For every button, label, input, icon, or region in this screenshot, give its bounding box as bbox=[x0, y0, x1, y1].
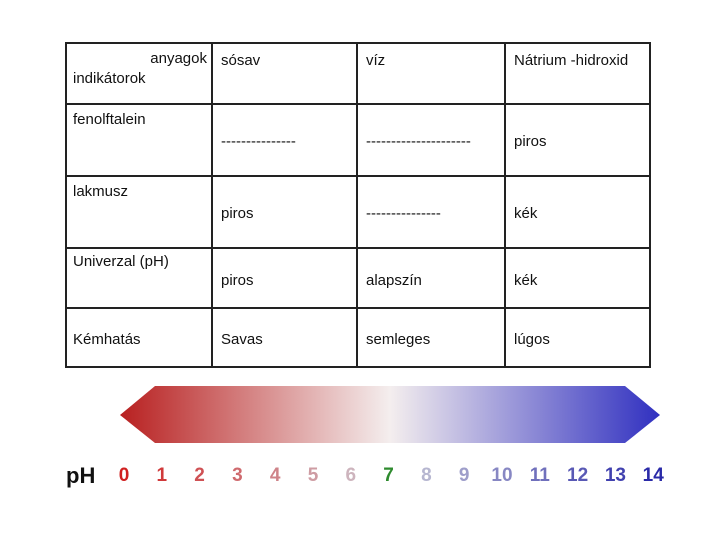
header-row: anyagok indikátorok sósav víz Nátrium -h… bbox=[65, 42, 651, 105]
table-cell: piros bbox=[514, 133, 547, 150]
ph-number-8: 8 bbox=[421, 465, 432, 486]
ph-number-12: 12 bbox=[567, 465, 588, 486]
indicator-table: anyagok indikátorok sósav víz Nátrium -h… bbox=[65, 42, 651, 368]
row-label-phenolphthalein: fenolftalein bbox=[73, 111, 146, 128]
table-cell: --------------- bbox=[221, 133, 296, 150]
table-row: Univerzal (pH) piros alapszín kék bbox=[65, 247, 651, 309]
column-header-hydrochloric-acid: sósav bbox=[211, 42, 358, 105]
ph-number-13: 13 bbox=[605, 465, 626, 486]
table-cell: --------------------- bbox=[366, 133, 471, 150]
row-label-reaction: Kémhatás bbox=[73, 331, 141, 348]
ph-number-9: 9 bbox=[459, 465, 470, 486]
table-cell: alapszín bbox=[366, 272, 422, 289]
ph-number-4: 4 bbox=[270, 465, 281, 486]
column-header-water: víz bbox=[356, 42, 506, 105]
table-cell: kék bbox=[514, 272, 538, 289]
ph-number-5: 5 bbox=[308, 465, 319, 486]
ph-number-0: 0 bbox=[119, 465, 130, 486]
table-cell: Savas bbox=[221, 331, 263, 348]
table-row: lakmusz piros --------------- kék bbox=[65, 175, 651, 249]
table-row: fenolftalein --------------- -----------… bbox=[65, 103, 651, 177]
table-cell: lúgos bbox=[514, 331, 550, 348]
header-indicators: indikátorok bbox=[73, 70, 146, 87]
table-cell: semleges bbox=[366, 331, 431, 348]
row-label-litmus: lakmusz bbox=[73, 183, 129, 200]
column-header-sodium-hydroxide: Nátrium -hidroxid bbox=[504, 42, 651, 105]
table-cell: kék bbox=[514, 205, 538, 222]
header-substances: anyagok bbox=[150, 50, 207, 67]
ph-number-3: 3 bbox=[232, 465, 243, 486]
header-corner-cell: anyagok indikátorok bbox=[65, 42, 213, 105]
ph-number-row: 0 1 2 3 4 5 6 7 8 9 10 11 12 13 14 bbox=[119, 465, 664, 486]
ph-number-7: 7 bbox=[383, 465, 394, 486]
ph-number-6: 6 bbox=[346, 465, 357, 486]
ph-number-10: 10 bbox=[491, 465, 512, 486]
ph-number-11: 11 bbox=[530, 465, 551, 486]
ph-number-14: 14 bbox=[643, 465, 665, 486]
ph-number-1: 1 bbox=[157, 465, 168, 486]
ph-number-2: 2 bbox=[194, 465, 205, 486]
table-cell: piros bbox=[221, 205, 254, 222]
table-row: Kémhatás Savas semleges lúgos bbox=[65, 307, 651, 368]
table-cell: piros bbox=[221, 272, 254, 289]
table-cell: --------------- bbox=[366, 205, 441, 222]
ph-label: pH bbox=[66, 463, 95, 488]
ph-gradient-arrow bbox=[120, 386, 660, 443]
row-label-universal-ph: Univerzal (pH) bbox=[73, 253, 169, 270]
